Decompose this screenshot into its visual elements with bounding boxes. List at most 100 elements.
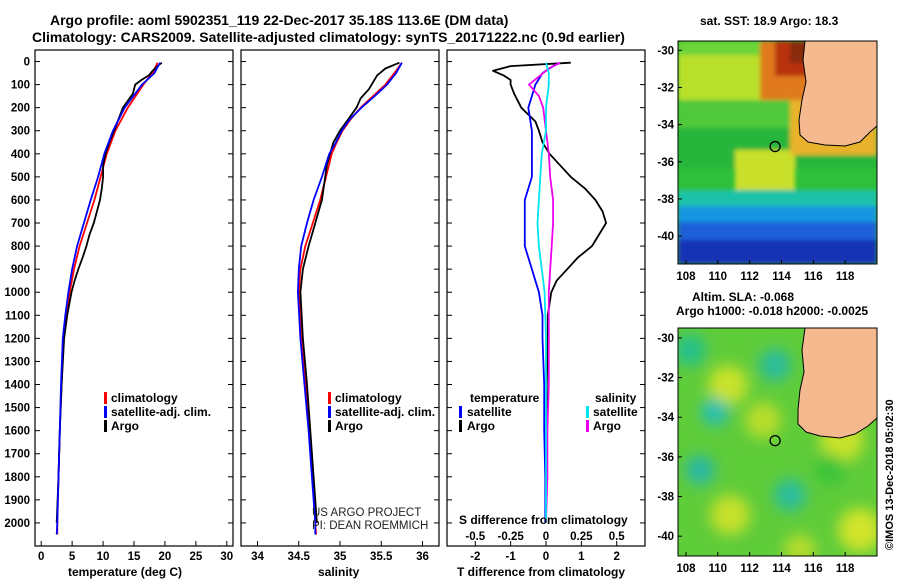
map-x-tick-label: 108 bbox=[676, 271, 696, 283]
depth-tick-label: 600 bbox=[11, 195, 30, 207]
sla-map: Altim. SLA: -0.068 Argo h1000: -0.018 h2… bbox=[657, 290, 878, 575]
depth-tick-label: 1900 bbox=[4, 495, 30, 507]
sla-blob-cyan-3 bbox=[759, 349, 791, 381]
x-tick-label: 1 bbox=[578, 551, 585, 563]
depth-tick-label: 1400 bbox=[4, 380, 30, 392]
depth-tick-label: 2000 bbox=[4, 518, 30, 530]
depth-tick-label: 1600 bbox=[4, 426, 30, 438]
x-tick-label: 10 bbox=[97, 551, 110, 563]
sla-land bbox=[797, 328, 877, 439]
x-tick-label: 25 bbox=[189, 551, 202, 563]
sst-band-cyan bbox=[678, 190, 877, 210]
legend-label-argo: Argo bbox=[111, 419, 139, 433]
series-t-argo bbox=[492, 61, 607, 523]
s-tick-label: 0 bbox=[543, 531, 549, 543]
depth-tick-label: 900 bbox=[11, 264, 30, 276]
map-y-tick-label: -36 bbox=[657, 157, 674, 169]
sst-map-frame bbox=[677, 40, 878, 265]
depth-tick-label: 400 bbox=[11, 149, 30, 161]
difference-legend-left: temperature satellite Argo bbox=[459, 391, 540, 433]
series-climatology bbox=[297, 62, 403, 535]
s-tick-label: 0.25 bbox=[570, 531, 593, 543]
map-y-tick-label: -34 bbox=[657, 120, 674, 132]
x-tick-label: 15 bbox=[128, 551, 141, 563]
sla-blob-cyan-2 bbox=[701, 398, 729, 426]
map-y-tick-label: -38 bbox=[657, 492, 674, 504]
sla-blob-cyan-1 bbox=[678, 334, 706, 366]
sla-map-subtitle: Argo h1000: -0.018 h2000: -0.0025 bbox=[676, 304, 868, 318]
legend-swatch-t-satellite bbox=[459, 406, 462, 418]
temperature-plot-frame bbox=[34, 49, 234, 547]
credit-project: US ARGO PROJECT bbox=[312, 507, 421, 519]
depth-tick-label: 0 bbox=[24, 57, 30, 69]
legend-swatch-satellite bbox=[104, 406, 107, 418]
legend-swatch-climatology bbox=[104, 392, 107, 404]
sla-blob-yellow-4 bbox=[710, 495, 750, 535]
depth-tick-label: 1000 bbox=[4, 287, 30, 299]
legend-swatch-argo bbox=[104, 420, 107, 432]
sst-float-marker bbox=[769, 140, 781, 153]
legend-label-climatology: climatology bbox=[111, 391, 178, 405]
depth-tick-label: 1300 bbox=[4, 356, 30, 368]
series-s-argo bbox=[528, 61, 561, 523]
legend-swatch-t-argo bbox=[459, 420, 462, 432]
x-tick-label: 20 bbox=[159, 551, 172, 563]
map-x-tick-label: 110 bbox=[709, 563, 728, 575]
legend-label-argo: Argo bbox=[335, 419, 363, 433]
series-satellite bbox=[55, 62, 161, 535]
legend-label-s-satellite: satellite bbox=[593, 405, 638, 419]
salinity-legend: climatology satellite-adj. clim. Argo bbox=[328, 391, 435, 433]
x-tick-label: -1 bbox=[506, 551, 517, 563]
depth-tick-label: 1800 bbox=[4, 472, 30, 484]
series-s-satellite bbox=[536, 62, 550, 523]
sst-map-title: sat. SST: 18.9 Argo: 18.3 bbox=[700, 14, 839, 28]
x-tick-label: 36 bbox=[416, 551, 429, 563]
sla-blob-yellow-1 bbox=[708, 365, 748, 405]
difference-panel: -2 -1 0 1 2 -0.5 -0.25 0 0.25 0.5 S difference fr… bbox=[446, 49, 646, 579]
x-tick-label: 30 bbox=[220, 551, 233, 563]
x-tick-label: 0 bbox=[38, 551, 44, 563]
temperature-panel: 0 5 10 15 20 25 30 temperature (deg C) climato… bbox=[34, 49, 234, 579]
sla-blob-yellow-2 bbox=[745, 402, 781, 438]
map-y-tick-label: -30 bbox=[657, 333, 674, 345]
sla-blob-yellow-5 bbox=[838, 508, 877, 552]
legend-label-satellite: satellite-adj. clim. bbox=[111, 405, 211, 419]
difference-legend-right: salinity satellite Argo bbox=[586, 391, 638, 433]
depth-tick-label: 500 bbox=[11, 172, 30, 184]
legend-title-salinity: salinity bbox=[595, 391, 637, 405]
t-difference-xlabel: T difference from climatology bbox=[457, 565, 625, 579]
legend-label-climatology: climatology bbox=[335, 391, 402, 405]
legend-swatch-satellite bbox=[328, 406, 331, 418]
legend-title-temperature: temperature bbox=[470, 391, 540, 405]
map-y-tick-label: -36 bbox=[657, 452, 674, 464]
map-y-tick-label: -40 bbox=[657, 231, 674, 243]
sst-land bbox=[798, 41, 877, 147]
salinity-xlabel: salinity bbox=[318, 565, 360, 579]
series-satellite bbox=[297, 62, 403, 535]
sst-band-lightblue bbox=[678, 206, 877, 226]
s-tick-label: 0.5 bbox=[609, 531, 626, 543]
s-tick-label: -0.25 bbox=[498, 531, 525, 543]
sla-float-marker bbox=[769, 434, 781, 447]
map-y-tick-label: -30 bbox=[657, 45, 674, 57]
legend-swatch-climatology bbox=[328, 392, 331, 404]
sst-band-darkblue bbox=[678, 240, 877, 264]
sst-map: sat. SST: 18.9 Argo: 18.3 108 bbox=[657, 14, 878, 283]
map-y-tick-label: -32 bbox=[657, 373, 674, 385]
sst-band-yellow-north bbox=[678, 55, 768, 100]
credit-pi: PI: DEAN ROEMMICH bbox=[312, 520, 428, 532]
legend-label-t-argo: Argo bbox=[467, 419, 495, 433]
salinity-plot-frame bbox=[240, 49, 440, 547]
imos-credit: ©IMOS 13-Dec-2018 05:02:30 bbox=[884, 399, 896, 550]
x-tick-label: 0 bbox=[543, 551, 549, 563]
depth-tick-label: 1100 bbox=[5, 310, 30, 322]
map-x-tick-label: 112 bbox=[740, 271, 759, 283]
map-y-tick-label: -38 bbox=[657, 194, 674, 206]
map-x-tick-label: 110 bbox=[709, 271, 728, 283]
sla-map-frame bbox=[677, 327, 878, 557]
x-tick-label: 35 bbox=[334, 551, 347, 563]
sla-blob-cyan-4 bbox=[685, 455, 715, 485]
sla-map-title: Altim. SLA: -0.068 bbox=[692, 290, 794, 304]
s-tick-label: -0.5 bbox=[465, 531, 485, 543]
